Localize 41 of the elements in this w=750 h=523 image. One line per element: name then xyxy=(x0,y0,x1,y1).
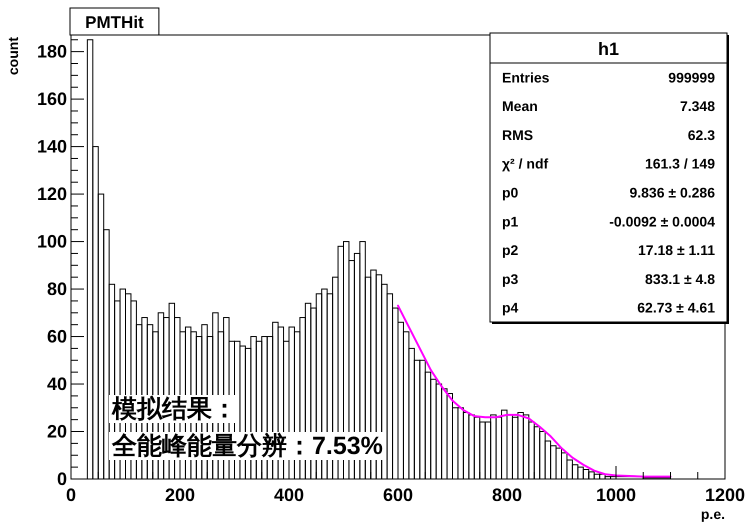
x-tick-label: 600 xyxy=(382,485,414,505)
y-tick-label: 160 xyxy=(36,89,67,110)
y-tick-label: 140 xyxy=(36,136,67,157)
x-axis-title: p.e. xyxy=(700,506,725,522)
annotation: Entries xyxy=(502,69,550,86)
x-tick-label: 1000 xyxy=(596,485,636,505)
x-tick-label: 400 xyxy=(274,485,304,505)
annotation: p4 xyxy=(502,300,519,316)
annotation: 全能峰能量分辨：7.53% xyxy=(111,432,383,460)
y-tick-label: 0 xyxy=(56,469,67,489)
annotation: 17.18 ± 1.11 xyxy=(638,242,716,258)
x-tick-label: 800 xyxy=(492,485,522,505)
annotation: p2 xyxy=(502,242,519,258)
annotation: 999999 xyxy=(668,69,716,86)
line-series xyxy=(397,304,672,478)
y-tick-label: 180 xyxy=(36,42,67,62)
annotation: 9.836 ± 0.286 xyxy=(629,184,716,200)
annotation: Mean xyxy=(502,98,538,114)
annotation: RMS xyxy=(502,126,534,143)
y-tick-label: 40 xyxy=(46,374,67,394)
y-tick-label: 20 xyxy=(46,422,67,442)
annotation: h1 xyxy=(598,39,620,59)
y-tick-label: 80 xyxy=(46,279,67,300)
annotation: 模拟结果： xyxy=(111,395,237,423)
annotation: 161.3 / 149 xyxy=(644,156,716,172)
annotation: p0 xyxy=(502,184,519,200)
y-tick-label: 120 xyxy=(36,184,67,204)
annotation: 833.1 ± 4.8 xyxy=(645,270,716,287)
x-tick-label: 200 xyxy=(164,485,196,505)
x-tick-label: 1200 xyxy=(704,485,746,505)
annotation: p1 xyxy=(502,213,519,230)
annotation: -0.0092 ± 0.0004 xyxy=(609,213,716,230)
y-axis-title: count xyxy=(5,36,21,76)
annotation: 62.3 xyxy=(688,126,716,143)
y-tick-label: 100 xyxy=(36,232,67,252)
y-tick-label: 60 xyxy=(46,326,67,347)
annotation: 7.348 xyxy=(680,98,716,114)
annotation: p3 xyxy=(502,270,519,287)
annotation: 62.73 ± 4.61 xyxy=(637,300,716,316)
annotation: χ² / ndf xyxy=(502,156,548,172)
chart-title: PMTHit xyxy=(85,13,144,32)
